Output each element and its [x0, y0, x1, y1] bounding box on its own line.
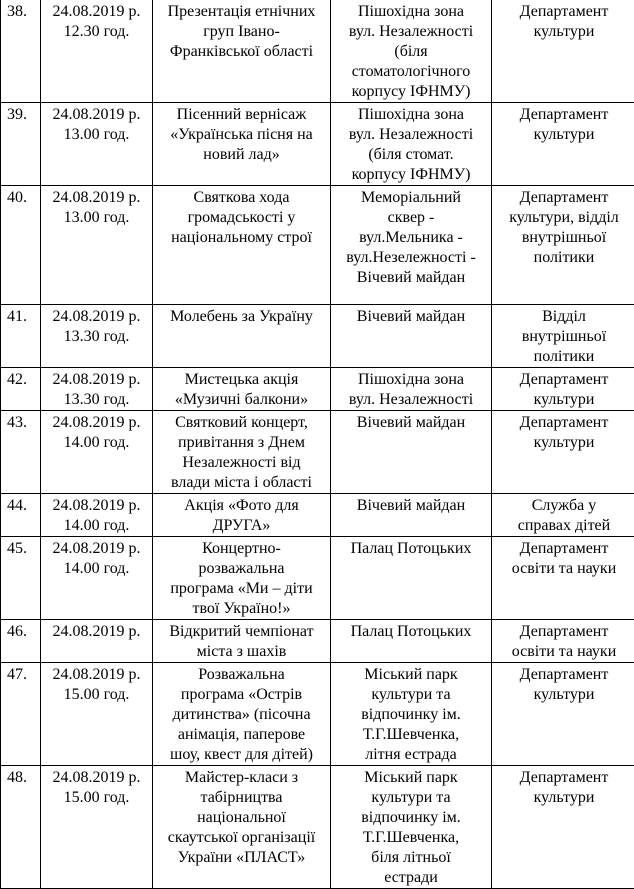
row-event: Розважальна програма «Острів дитинства» …: [153, 663, 331, 766]
row-event: Акція «Фото для ДРУГА»: [153, 494, 331, 537]
row-number: 43.: [1, 411, 41, 494]
row-organizer: Департамент культури: [492, 103, 634, 186]
row-organizer: Відділ внутрішньої політики: [492, 305, 634, 368]
row-date: 24.08.2019 р. 13.00 год.: [41, 186, 153, 305]
row-place: Палац Потоцьких: [331, 620, 492, 663]
row-place: Палац Потоцьких: [331, 537, 492, 620]
table-row: 40.24.08.2019 р. 13.00 год.Святкова хода…: [1, 186, 634, 305]
row-organizer: Департамент культури: [492, 663, 634, 766]
row-place: Міський парк культури та відпочинку ім. …: [331, 663, 492, 766]
row-event: Концертно- розважальна програма «Ми – ді…: [153, 537, 331, 620]
row-event: Відкритий чемпіонат міста з шахів: [153, 620, 331, 663]
row-organizer: Департамент культури: [492, 0, 634, 103]
row-date: 24.08.2019 р.: [41, 620, 153, 663]
table-row: 43.24.08.2019 р. 14.00 год.Святковий кон…: [1, 411, 634, 494]
row-number: 39.: [1, 103, 41, 186]
table-row: 41.24.08.2019 р. 13.30 год.Молебень за У…: [1, 305, 634, 368]
row-place: Меморіальний сквер - вул.Мельника - вул.…: [331, 186, 492, 305]
row-number: 45.: [1, 537, 41, 620]
row-place: Вічевий майдан: [331, 411, 492, 494]
row-place: Пішохідна зона вул. Незалежності (біля с…: [331, 103, 492, 186]
table-row: 46.24.08.2019 р.Відкритий чемпіонат міст…: [1, 620, 634, 663]
row-organizer: Департамент освіти та науки: [492, 620, 634, 663]
table-row: 48.24.08.2019 р. 15.00 год.Майстер-класи…: [1, 766, 634, 889]
row-event: Святкова хода громадськості у національн…: [153, 186, 331, 305]
row-event: Мистецька акція «Музичні балкони»: [153, 368, 331, 411]
table-row: 44.24.08.2019 р. 14.00 год.Акція «Фото д…: [1, 494, 634, 537]
row-date: 24.08.2019 р. 15.00 год.: [41, 663, 153, 766]
table-row: 45.24.08.2019 р. 14.00 год.Концертно- ро…: [1, 537, 634, 620]
row-place: Вічевий майдан: [331, 494, 492, 537]
row-number: 48.: [1, 766, 41, 889]
row-organizer: Служба у справах дітей: [492, 494, 634, 537]
table-row: 39.24.08.2019 р. 13.00 год.Пісенний верн…: [1, 103, 634, 186]
row-place: Вічевий майдан: [331, 305, 492, 368]
row-place: Пішохідна зона вул. Незалежності (біля с…: [331, 0, 492, 103]
row-place: Пішохідна зона вул. Незалежності: [331, 368, 492, 411]
row-number: 46.: [1, 620, 41, 663]
row-organizer: Департамент культури, відділ внутрішньої…: [492, 186, 634, 305]
row-date: 24.08.2019 р. 14.00 год.: [41, 411, 153, 494]
row-date: 24.08.2019 р. 12.30 год.: [41, 0, 153, 103]
row-number: 38.: [1, 0, 41, 103]
row-organizer: Департамент культури: [492, 368, 634, 411]
row-number: 44.: [1, 494, 41, 537]
row-number: 40.: [1, 186, 41, 305]
row-event: Святковий концерт, привітання з Днем Нез…: [153, 411, 331, 494]
row-date: 24.08.2019 р. 13.30 год.: [41, 305, 153, 368]
row-organizer: Департамент освіти та науки: [492, 537, 634, 620]
row-date: 24.08.2019 р. 14.00 год.: [41, 494, 153, 537]
row-event: Майстер-класи з табірництва національної…: [153, 766, 331, 889]
row-date: 24.08.2019 р. 14.00 год.: [41, 537, 153, 620]
row-date: 24.08.2019 р. 13.00 год.: [41, 103, 153, 186]
row-number: 47.: [1, 663, 41, 766]
row-date: 24.08.2019 р. 13.30 год.: [41, 368, 153, 411]
table-row: 38.24.08.2019 р. 12.30 год.Презентація е…: [1, 0, 634, 103]
row-event: Молебень за Україну: [153, 305, 331, 368]
table-row: 42.24.08.2019 р. 13.30 год.Мистецька акц…: [1, 368, 634, 411]
row-organizer: Департамент культури: [492, 766, 634, 889]
row-place: Міський парк культури та відпочинку ім. …: [331, 766, 492, 889]
row-number: 41.: [1, 305, 41, 368]
table-row: 47.24.08.2019 р. 15.00 год.Розважальна п…: [1, 663, 634, 766]
row-event: Пісенний вернісаж «Українська пісня на н…: [153, 103, 331, 186]
row-number: 42.: [1, 368, 41, 411]
row-event: Презентація етнічних груп Івано- Франків…: [153, 0, 331, 103]
row-date: 24.08.2019 р. 15.00 год.: [41, 766, 153, 889]
row-organizer: Департамент культури: [492, 411, 634, 494]
